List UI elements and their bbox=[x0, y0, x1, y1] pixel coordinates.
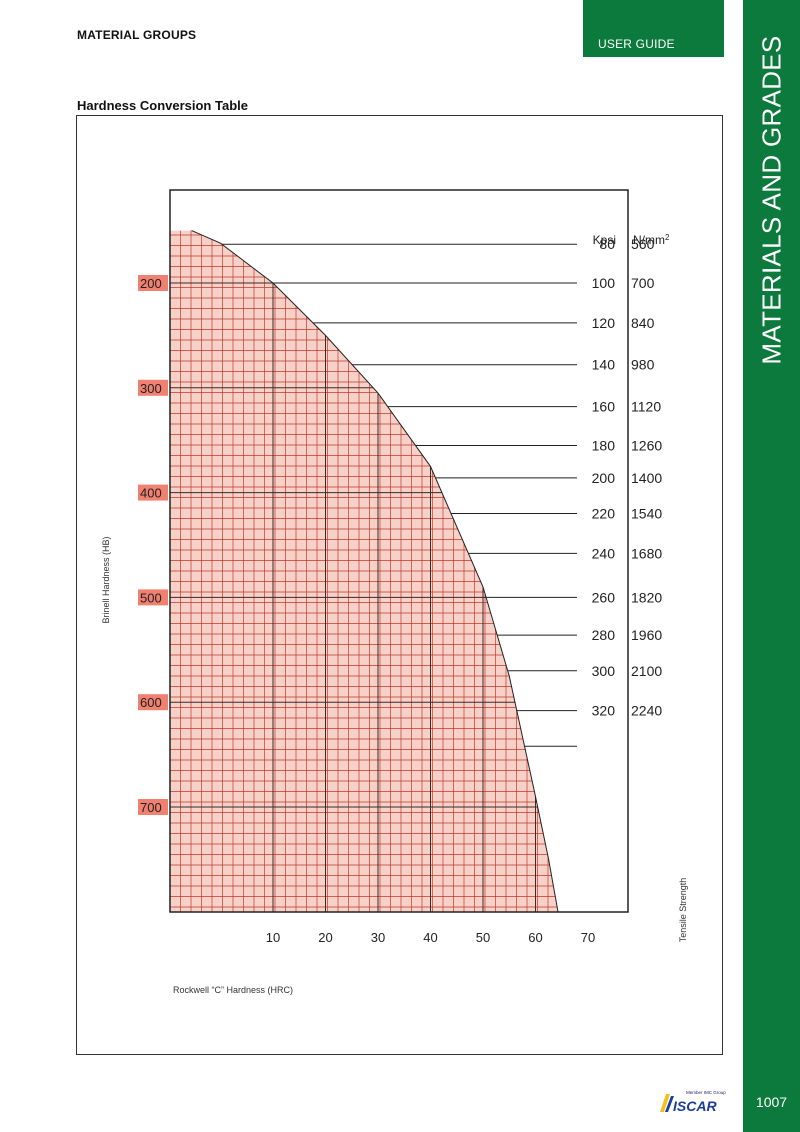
tensile-nmm: 1540 bbox=[631, 506, 662, 522]
y-tick-label: 400 bbox=[140, 486, 162, 501]
tensile-nmm: 560 bbox=[631, 236, 655, 252]
tensile-kpsi: 80 bbox=[599, 236, 615, 252]
y-tick-label: 300 bbox=[140, 381, 162, 396]
table-title: Hardness Conversion Table bbox=[77, 98, 248, 113]
tensile-nmm: 1400 bbox=[631, 470, 662, 486]
logo-tagline: Member IMC Group bbox=[686, 1090, 726, 1095]
user-guide-label: USER GUIDE bbox=[598, 37, 675, 51]
tensile-kpsi: 200 bbox=[592, 470, 616, 486]
tensile-kpsi: 160 bbox=[592, 399, 616, 415]
tensile-kpsi: 140 bbox=[592, 357, 616, 373]
y-tick-label-bg bbox=[138, 589, 168, 606]
tensile-kpsi: 180 bbox=[592, 437, 616, 453]
tensile-nmm: 2240 bbox=[631, 703, 662, 719]
tensile-nmm: 1820 bbox=[631, 589, 662, 605]
hardness-curve bbox=[191, 230, 559, 913]
tensile-nmm: 1260 bbox=[631, 437, 662, 453]
y-tick-label: 200 bbox=[140, 276, 162, 291]
x-tick-label: 50 bbox=[476, 930, 490, 945]
tensile-kpsi: 220 bbox=[592, 506, 616, 522]
x-tick-label: 20 bbox=[318, 930, 332, 945]
unit-kpsi: Kpsi bbox=[593, 233, 616, 247]
section-header: MATERIAL GROUPS bbox=[77, 28, 197, 42]
tensile-kpsi: 300 bbox=[592, 663, 616, 679]
tensile-nmm: 2100 bbox=[631, 663, 662, 679]
chart-frame bbox=[76, 115, 723, 1055]
tensile-kpsi: 260 bbox=[592, 589, 616, 605]
y-tick-label-bg bbox=[138, 379, 168, 396]
x-tick-label: 70 bbox=[581, 930, 595, 945]
x-axis-label: Rockwell “C” Hardness (HRC) bbox=[173, 985, 293, 995]
logo-wordmark: ISCAR bbox=[673, 1098, 717, 1114]
y-axis-label: Brinell Hardness (HB) bbox=[101, 536, 111, 623]
logo-mark-yellow bbox=[660, 1094, 670, 1112]
user-guide-tab[interactable]: USER GUIDE bbox=[583, 0, 724, 57]
side-bar bbox=[743, 0, 800, 1132]
tensile-kpsi: 320 bbox=[592, 703, 616, 719]
page-number: 1007 bbox=[755, 1094, 788, 1110]
y-tick-label-bg bbox=[138, 275, 168, 291]
tensile-nmm: 1960 bbox=[631, 627, 662, 643]
tensile-nmm: 980 bbox=[631, 357, 655, 373]
y-tick-label-bg bbox=[138, 799, 168, 815]
x-tick-label: 30 bbox=[371, 930, 385, 945]
iscar-logo: Member IMC Group ISCAR bbox=[660, 1090, 726, 1114]
x-tick-label: 60 bbox=[528, 930, 542, 945]
logo-mark-blue bbox=[665, 1096, 674, 1112]
tensile-strength-label: Tensile Strength bbox=[678, 878, 688, 943]
tensile-nmm: 700 bbox=[631, 275, 655, 291]
y-tick-label: 600 bbox=[140, 695, 162, 710]
unit-nmm: N/mm2 bbox=[633, 233, 670, 247]
tensile-nmm: 1680 bbox=[631, 545, 662, 561]
tensile-kpsi: 240 bbox=[592, 545, 616, 561]
y-tick-label-bg bbox=[138, 484, 168, 501]
plot-frame bbox=[169, 189, 629, 913]
tensile-kpsi: 120 bbox=[592, 315, 616, 331]
tensile-kpsi: 280 bbox=[592, 627, 616, 643]
x-tick-label: 10 bbox=[266, 930, 280, 945]
y-tick-label: 700 bbox=[140, 800, 162, 815]
tensile-nmm: 840 bbox=[631, 315, 655, 331]
tensile-nmm: 1120 bbox=[631, 399, 661, 415]
tensile-kpsi: 100 bbox=[592, 275, 616, 291]
y-tick-label-bg bbox=[138, 694, 168, 711]
y-tick-label: 500 bbox=[140, 590, 162, 605]
x-tick-label: 40 bbox=[423, 930, 437, 945]
